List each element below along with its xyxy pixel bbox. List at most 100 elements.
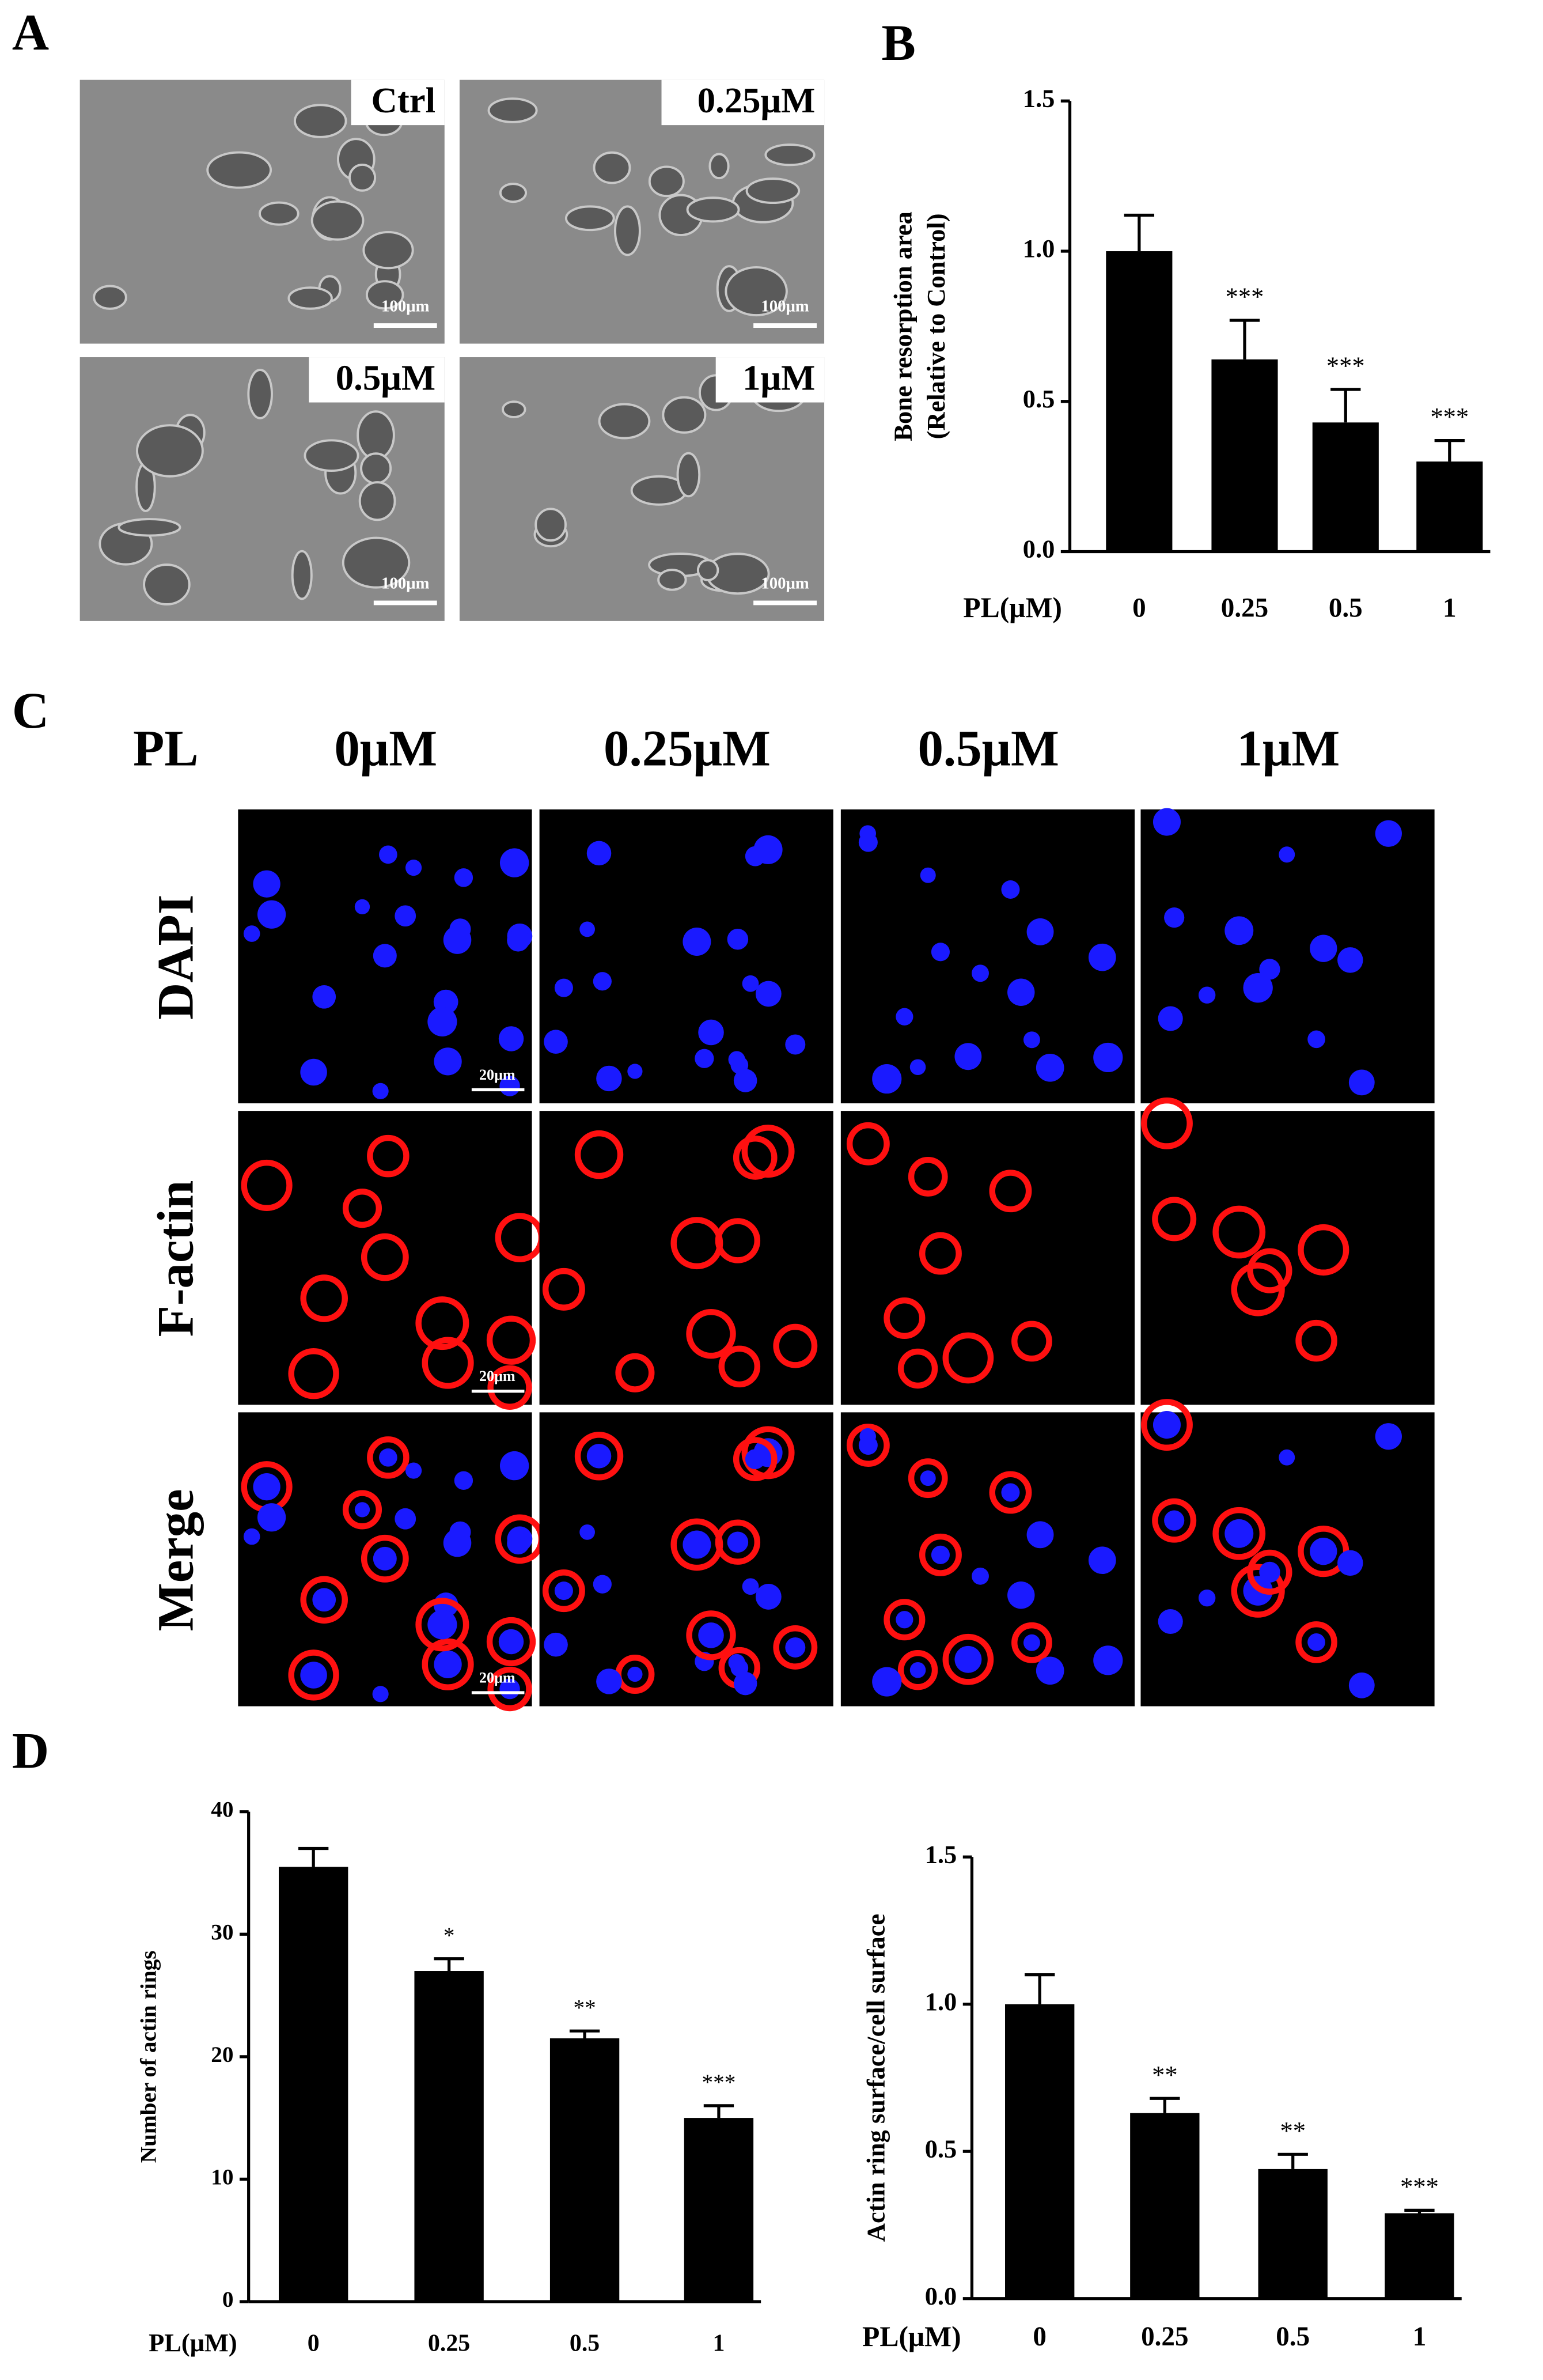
actin-ring bbox=[342, 1189, 382, 1228]
pit bbox=[487, 97, 538, 123]
pit bbox=[499, 183, 528, 203]
actin-ring bbox=[908, 1157, 948, 1197]
nucleus bbox=[372, 1083, 389, 1099]
bar bbox=[278, 1867, 348, 2302]
nucleus bbox=[1307, 1633, 1325, 1651]
nucleus bbox=[300, 1662, 327, 1689]
x-axis-label: PL(μM) bbox=[862, 2321, 961, 2352]
nucleus bbox=[1088, 1546, 1116, 1575]
column-label: 0.5μM bbox=[918, 721, 1059, 777]
actin-ring bbox=[300, 1274, 348, 1322]
nucleus bbox=[373, 944, 397, 968]
pit bbox=[534, 508, 567, 542]
nucleus bbox=[1375, 1423, 1402, 1450]
x-tick-label: 1 bbox=[1443, 593, 1457, 623]
nucleus bbox=[745, 846, 765, 867]
x-axis-label: PL(μM) bbox=[149, 2328, 237, 2357]
nucleus bbox=[1348, 1069, 1375, 1096]
bar bbox=[1385, 2213, 1454, 2299]
pit bbox=[358, 481, 396, 521]
nucleus bbox=[507, 1532, 530, 1555]
pit bbox=[502, 400, 526, 418]
nucleus bbox=[434, 1047, 462, 1076]
nucleus bbox=[954, 1043, 982, 1070]
nucleus bbox=[683, 1530, 711, 1559]
nucleus bbox=[972, 1567, 989, 1585]
nucleus bbox=[1158, 1006, 1183, 1031]
actin-ring bbox=[542, 1569, 585, 1613]
nucleus bbox=[454, 868, 473, 887]
actin-ring bbox=[415, 1296, 469, 1350]
nucleus bbox=[1036, 1054, 1064, 1082]
pit bbox=[117, 518, 181, 537]
y-tick-label: 1.5 bbox=[925, 1840, 957, 1868]
nucleus bbox=[586, 1444, 612, 1469]
pit bbox=[648, 165, 685, 198]
actin-ring bbox=[1152, 1197, 1197, 1242]
significance: *** bbox=[1400, 2172, 1439, 2201]
nucleus bbox=[1279, 1449, 1295, 1466]
x-tick-label: 0.5 bbox=[1329, 593, 1363, 623]
pit bbox=[136, 424, 204, 478]
actin-ring bbox=[1295, 1621, 1337, 1663]
nucleus bbox=[872, 1064, 902, 1094]
actin-ring bbox=[919, 1533, 962, 1576]
nucleus bbox=[745, 1449, 765, 1470]
actin-ring bbox=[989, 1170, 1032, 1213]
confocal-image bbox=[238, 1111, 532, 1405]
nucleus bbox=[1023, 1031, 1040, 1049]
actin-ring bbox=[919, 1232, 962, 1275]
nucleus bbox=[727, 928, 749, 950]
nucleus bbox=[253, 870, 280, 898]
pit bbox=[206, 151, 272, 189]
image-label: Ctrl bbox=[371, 80, 436, 120]
pit bbox=[357, 410, 395, 460]
nucleus bbox=[755, 981, 782, 1007]
nucleus bbox=[312, 1588, 336, 1612]
significance: *** bbox=[1226, 282, 1264, 311]
x-tick-label: 0.5 bbox=[570, 2330, 600, 2356]
actin-ring bbox=[422, 1337, 474, 1389]
actin-ring bbox=[846, 1424, 890, 1467]
y-tick-label: 20 bbox=[211, 2042, 233, 2067]
nucleus bbox=[1152, 808, 1181, 836]
x-tick-label: 0.25 bbox=[1141, 2322, 1188, 2352]
actin-ring bbox=[1152, 1498, 1197, 1543]
significance: *** bbox=[702, 2070, 736, 2095]
nucleus bbox=[257, 900, 286, 929]
actin-ring bbox=[367, 1134, 410, 1178]
actin-ring bbox=[288, 1649, 339, 1701]
actin-ring bbox=[884, 1297, 926, 1340]
bar bbox=[1416, 461, 1483, 552]
pit bbox=[304, 439, 359, 472]
nucleus bbox=[1164, 1510, 1185, 1531]
label-box bbox=[715, 357, 825, 403]
x-tick-label: 0.5 bbox=[1276, 2322, 1310, 2352]
scale-bar-label: 20μm bbox=[479, 1368, 515, 1384]
nucleus bbox=[405, 1462, 422, 1479]
nucleus bbox=[593, 1575, 612, 1594]
nucleus bbox=[372, 1686, 389, 1702]
nucleus bbox=[1026, 918, 1054, 945]
nucleus bbox=[1026, 1521, 1054, 1549]
nucleus bbox=[785, 1034, 806, 1055]
nucleus bbox=[695, 1049, 714, 1068]
actin-ring bbox=[1011, 1622, 1052, 1663]
nucleus bbox=[507, 929, 530, 952]
actin-ring bbox=[715, 1519, 761, 1565]
nucleus bbox=[257, 1503, 286, 1532]
nucleus bbox=[733, 1069, 757, 1092]
nucleus bbox=[1093, 1645, 1123, 1675]
nucleus bbox=[253, 1473, 280, 1501]
nucleus bbox=[300, 1058, 327, 1086]
pit bbox=[259, 201, 299, 226]
nucleus bbox=[454, 1471, 473, 1490]
label-box bbox=[661, 80, 825, 126]
nucleus bbox=[896, 1611, 913, 1629]
nucleus bbox=[1152, 1411, 1181, 1439]
pit bbox=[93, 285, 127, 310]
nucleus bbox=[596, 1065, 622, 1092]
bar bbox=[1005, 2004, 1075, 2299]
nucleus bbox=[544, 1030, 568, 1054]
